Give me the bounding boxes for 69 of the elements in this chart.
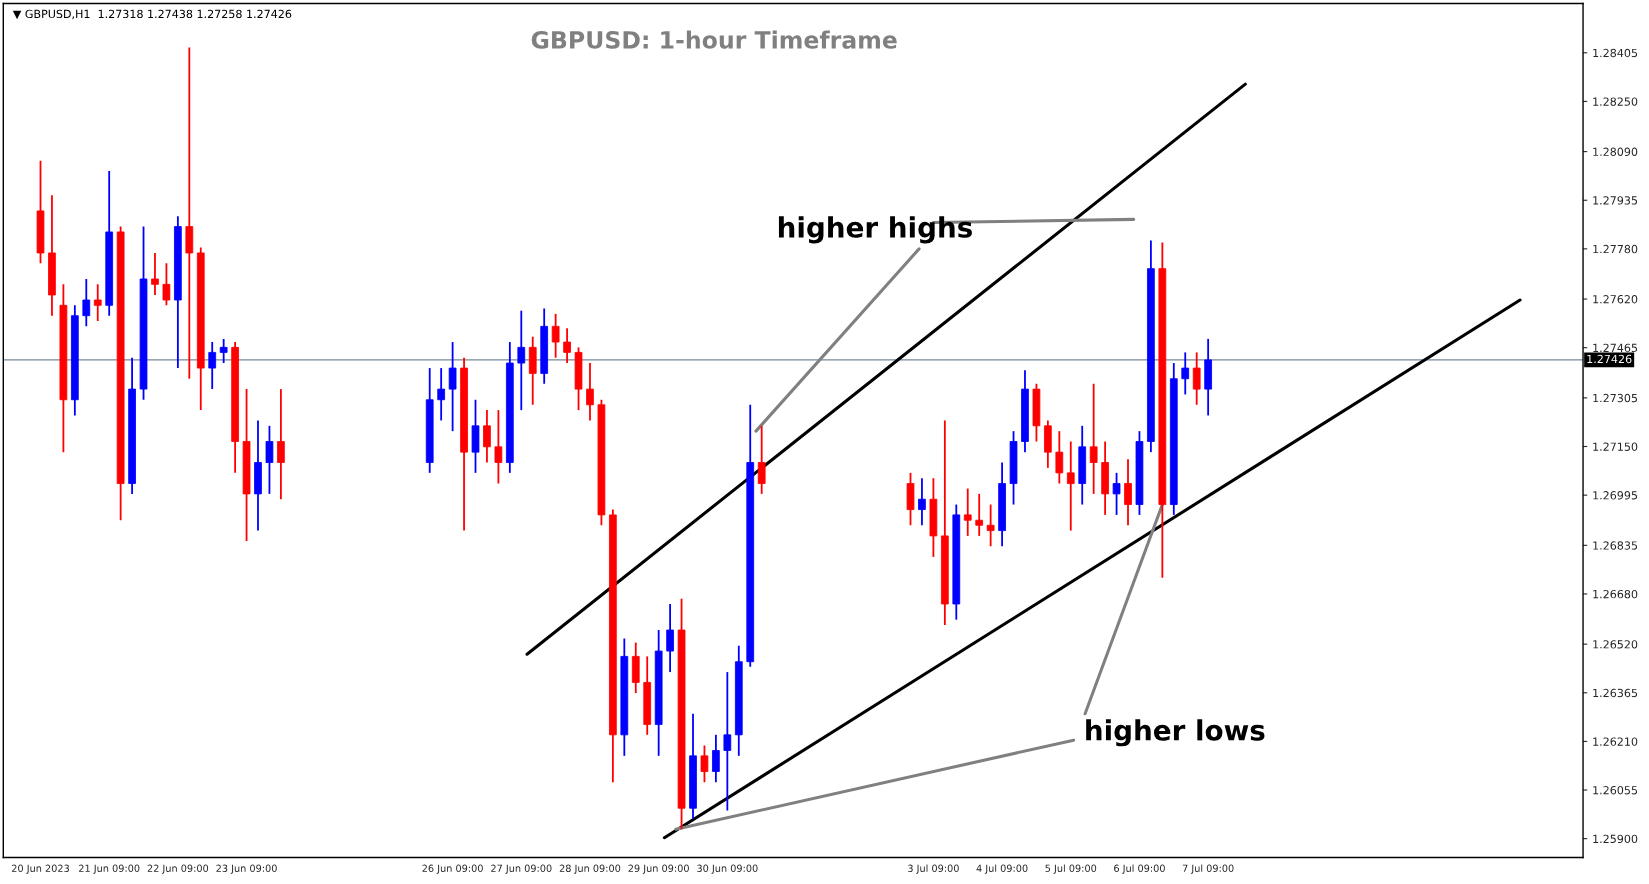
annotation: higher lows [1086, 719, 1265, 747]
x-tick-label: 27 Jun 09:00 [491, 864, 552, 874]
candlestick [712, 733, 720, 784]
y-tick-label: 1.27150 [1593, 442, 1638, 451]
candlestick [963, 487, 972, 537]
x-tick-label: 6 Jul 09:00 [1114, 864, 1165, 874]
candlestick [1112, 471, 1121, 516]
x-tick-label: 29 Jun 09:00 [628, 864, 689, 874]
y-tick-label: 1.25900 [1593, 834, 1638, 844]
candlestick [219, 337, 228, 364]
candlestick [151, 252, 159, 296]
candlestick [666, 603, 674, 673]
y-tick-label: 1.26055 [1593, 786, 1638, 795]
candlestick [1055, 430, 1064, 485]
y-tick-label: 1.26210 [1593, 737, 1638, 746]
y-tick-label: 1.28090 [1593, 147, 1638, 156]
candlestick [265, 424, 274, 495]
y-tick-label: 1.26835 [1593, 541, 1638, 550]
x-tick-label: 26 Jun 09:00 [422, 864, 483, 874]
x-tick-label: 21 Jun 09:00 [79, 864, 140, 874]
y-tick-label: 1.27780 [1593, 244, 1638, 254]
candlestick [93, 283, 102, 322]
x-tick-label: 4 Jul 09:00 [976, 864, 1028, 874]
candlestick [277, 388, 285, 501]
x-tick-label: 22 Jun 09:00 [147, 864, 209, 874]
annotation: higher highs [778, 216, 972, 244]
x-tick-label: 23 Jun 09:00 [216, 864, 277, 874]
candlestick [1066, 440, 1075, 532]
candlestick [986, 503, 995, 548]
candlestick [483, 409, 491, 464]
candlestick [586, 362, 594, 422]
y-tick-label: 1.27620 [1593, 295, 1638, 304]
candlestick [1192, 351, 1201, 406]
x-tick-label: 5 Jul 09:00 [1045, 864, 1097, 874]
x-tick-label: 3 Jul 09:00 [908, 864, 959, 874]
y-tick-label: 1.26995 [1593, 491, 1638, 500]
candlestick [1124, 458, 1132, 527]
y-tick-label: 1.28405 [1593, 48, 1638, 58]
ref-line-label: 1.27426 [1587, 354, 1632, 364]
candlestick [563, 327, 571, 364]
candlestick [975, 492, 984, 537]
candlestick [162, 262, 171, 307]
y-tick-label: 1.27465 [1593, 343, 1638, 353]
candlestick [185, 46, 194, 380]
y-tick-label: 1.26365 [1593, 688, 1638, 698]
x-tick-label: 7 Jul 09:00 [1182, 864, 1234, 874]
y-tick-label: 1.27935 [1593, 196, 1638, 205]
candlestick [448, 341, 457, 433]
candlestick [494, 409, 503, 485]
text: GBPUSD: 1-hour Timeframe [531, 30, 897, 49]
candlestick [551, 312, 560, 359]
x-tick-label: 30 Jun 09:00 [697, 864, 758, 874]
y-tick-label: 1.28250 [1593, 97, 1638, 106]
annotation: ▼ GBPUSD,H1 1.27318 1.27438 1.27258 1.27426 [12, 9, 292, 20]
y-tick-label: 1.26520 [1593, 640, 1638, 649]
candlestick [437, 367, 446, 422]
x-tick-label: 28 Jun 09:00 [559, 864, 621, 874]
candlestick [1089, 382, 1098, 495]
candlestick [757, 424, 766, 495]
y-tick-label: 1.27305 [1593, 393, 1638, 403]
candlestick [517, 309, 526, 412]
x-tick-label: 20 Jun 2023 [11, 864, 69, 874]
candlestick [723, 671, 732, 812]
candlestick [208, 341, 217, 391]
y-tick-label: 1.26680 [1593, 589, 1638, 599]
candlestick [82, 278, 91, 328]
candlestick [918, 477, 926, 527]
candlestick [1181, 351, 1190, 396]
candlestick [700, 744, 709, 784]
